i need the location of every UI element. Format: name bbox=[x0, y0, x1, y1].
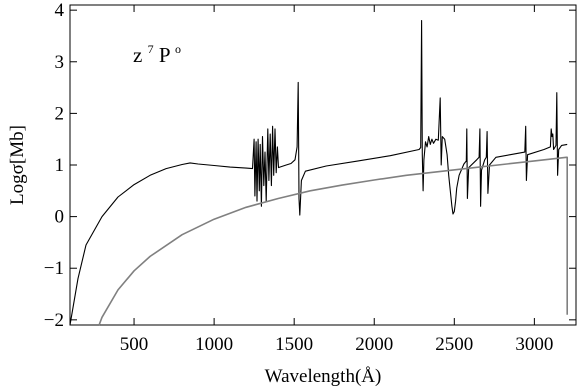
annotation-sup-right: o bbox=[175, 42, 181, 56]
x-tick-label: 1500 bbox=[275, 334, 313, 355]
y-tick-label: 2 bbox=[55, 103, 65, 124]
y-tick-label: 1 bbox=[55, 155, 65, 176]
y-axis-ticks: −2 −1 0 1 2 3 4 bbox=[44, 0, 576, 331]
x-axis-ticks: 500 1000 1500 2000 2500 3000 bbox=[120, 5, 553, 355]
x-tick-label: 2000 bbox=[355, 334, 393, 355]
x-tick-label: 2500 bbox=[435, 334, 473, 355]
series-line-resonance bbox=[69, 19, 568, 326]
y-axis-label: Logσ[Mb] bbox=[7, 125, 28, 205]
series-line-smooth bbox=[98, 156, 568, 326]
y-tick-label: 4 bbox=[55, 0, 65, 21]
y-tick-label: 3 bbox=[55, 52, 65, 73]
y-tick-label: −2 bbox=[44, 310, 64, 331]
state-annotation: z 7 P o bbox=[133, 34, 181, 67]
series-layer bbox=[69, 19, 568, 326]
annotation-main: z bbox=[133, 43, 142, 67]
x-axis-label: Wavelength(Å) bbox=[265, 366, 382, 387]
y-tick-label: 0 bbox=[55, 207, 65, 228]
y-tick-label: −1 bbox=[44, 258, 64, 279]
x-tick-label: 3000 bbox=[515, 334, 553, 355]
annotation-sup-left: 7 bbox=[148, 42, 154, 56]
x-tick-label: 500 bbox=[120, 334, 149, 355]
annotation-letter: P bbox=[159, 43, 170, 67]
x-tick-label: 1000 bbox=[195, 334, 233, 355]
